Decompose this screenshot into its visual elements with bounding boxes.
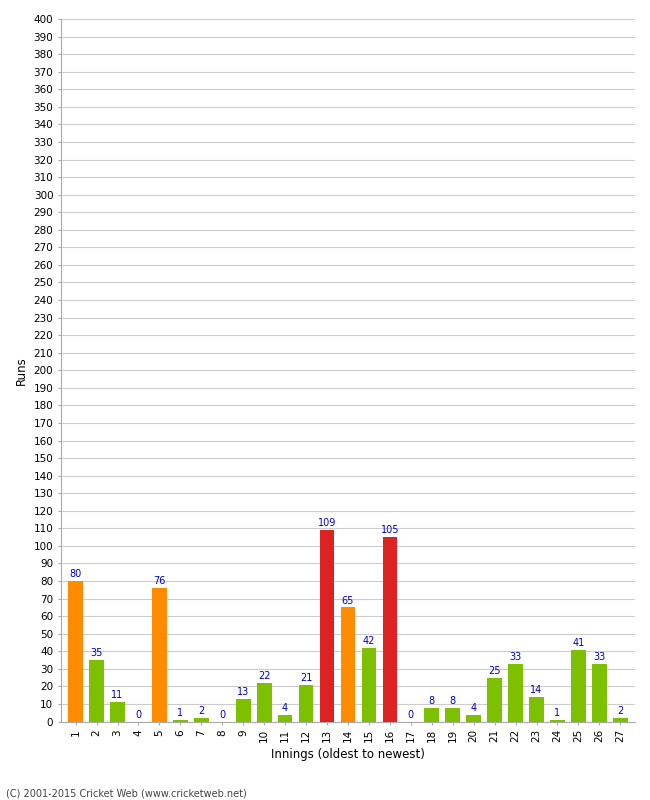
Bar — [111, 702, 125, 722]
Text: 80: 80 — [70, 570, 82, 579]
Bar — [236, 698, 250, 722]
Text: 76: 76 — [153, 576, 166, 586]
Text: 42: 42 — [363, 636, 375, 646]
Bar — [466, 714, 481, 722]
Text: 8: 8 — [429, 696, 435, 706]
Bar — [529, 697, 544, 722]
Bar — [592, 663, 606, 722]
Text: 33: 33 — [510, 652, 522, 662]
Bar — [550, 720, 565, 722]
Text: 11: 11 — [111, 690, 124, 701]
Text: 105: 105 — [381, 526, 399, 535]
Bar — [152, 588, 167, 722]
Bar — [320, 530, 334, 722]
Bar — [278, 714, 292, 722]
Bar — [341, 607, 356, 722]
Text: 0: 0 — [408, 710, 414, 720]
Text: 13: 13 — [237, 687, 250, 697]
Text: 21: 21 — [300, 673, 312, 683]
Bar — [194, 718, 209, 722]
Bar — [89, 660, 104, 722]
Text: 65: 65 — [342, 596, 354, 606]
Text: 4: 4 — [471, 702, 476, 713]
Text: 33: 33 — [593, 652, 606, 662]
Text: 8: 8 — [450, 696, 456, 706]
Bar — [424, 707, 439, 722]
Text: 35: 35 — [90, 648, 103, 658]
Text: 22: 22 — [258, 671, 270, 681]
Bar — [299, 685, 313, 722]
Bar — [361, 648, 376, 722]
Bar — [445, 707, 460, 722]
Y-axis label: Runs: Runs — [15, 356, 28, 385]
Text: 1: 1 — [554, 708, 560, 718]
Text: 2: 2 — [198, 706, 205, 716]
Text: 2: 2 — [618, 706, 623, 716]
Text: 0: 0 — [135, 710, 142, 720]
Bar — [571, 650, 586, 722]
Bar — [383, 537, 397, 722]
Text: (C) 2001-2015 Cricket Web (www.cricketweb.net): (C) 2001-2015 Cricket Web (www.cricketwe… — [6, 788, 247, 798]
Bar — [508, 663, 523, 722]
Text: 109: 109 — [318, 518, 336, 528]
X-axis label: Innings (oldest to newest): Innings (oldest to newest) — [271, 748, 425, 761]
Text: 14: 14 — [530, 686, 543, 695]
Bar — [257, 683, 272, 722]
Text: 25: 25 — [488, 666, 501, 676]
Bar — [613, 718, 628, 722]
Bar — [488, 678, 502, 722]
Text: 41: 41 — [572, 638, 584, 648]
Text: 0: 0 — [219, 710, 226, 720]
Text: 1: 1 — [177, 708, 183, 718]
Bar — [173, 720, 188, 722]
Bar — [68, 581, 83, 722]
Text: 4: 4 — [282, 702, 288, 713]
